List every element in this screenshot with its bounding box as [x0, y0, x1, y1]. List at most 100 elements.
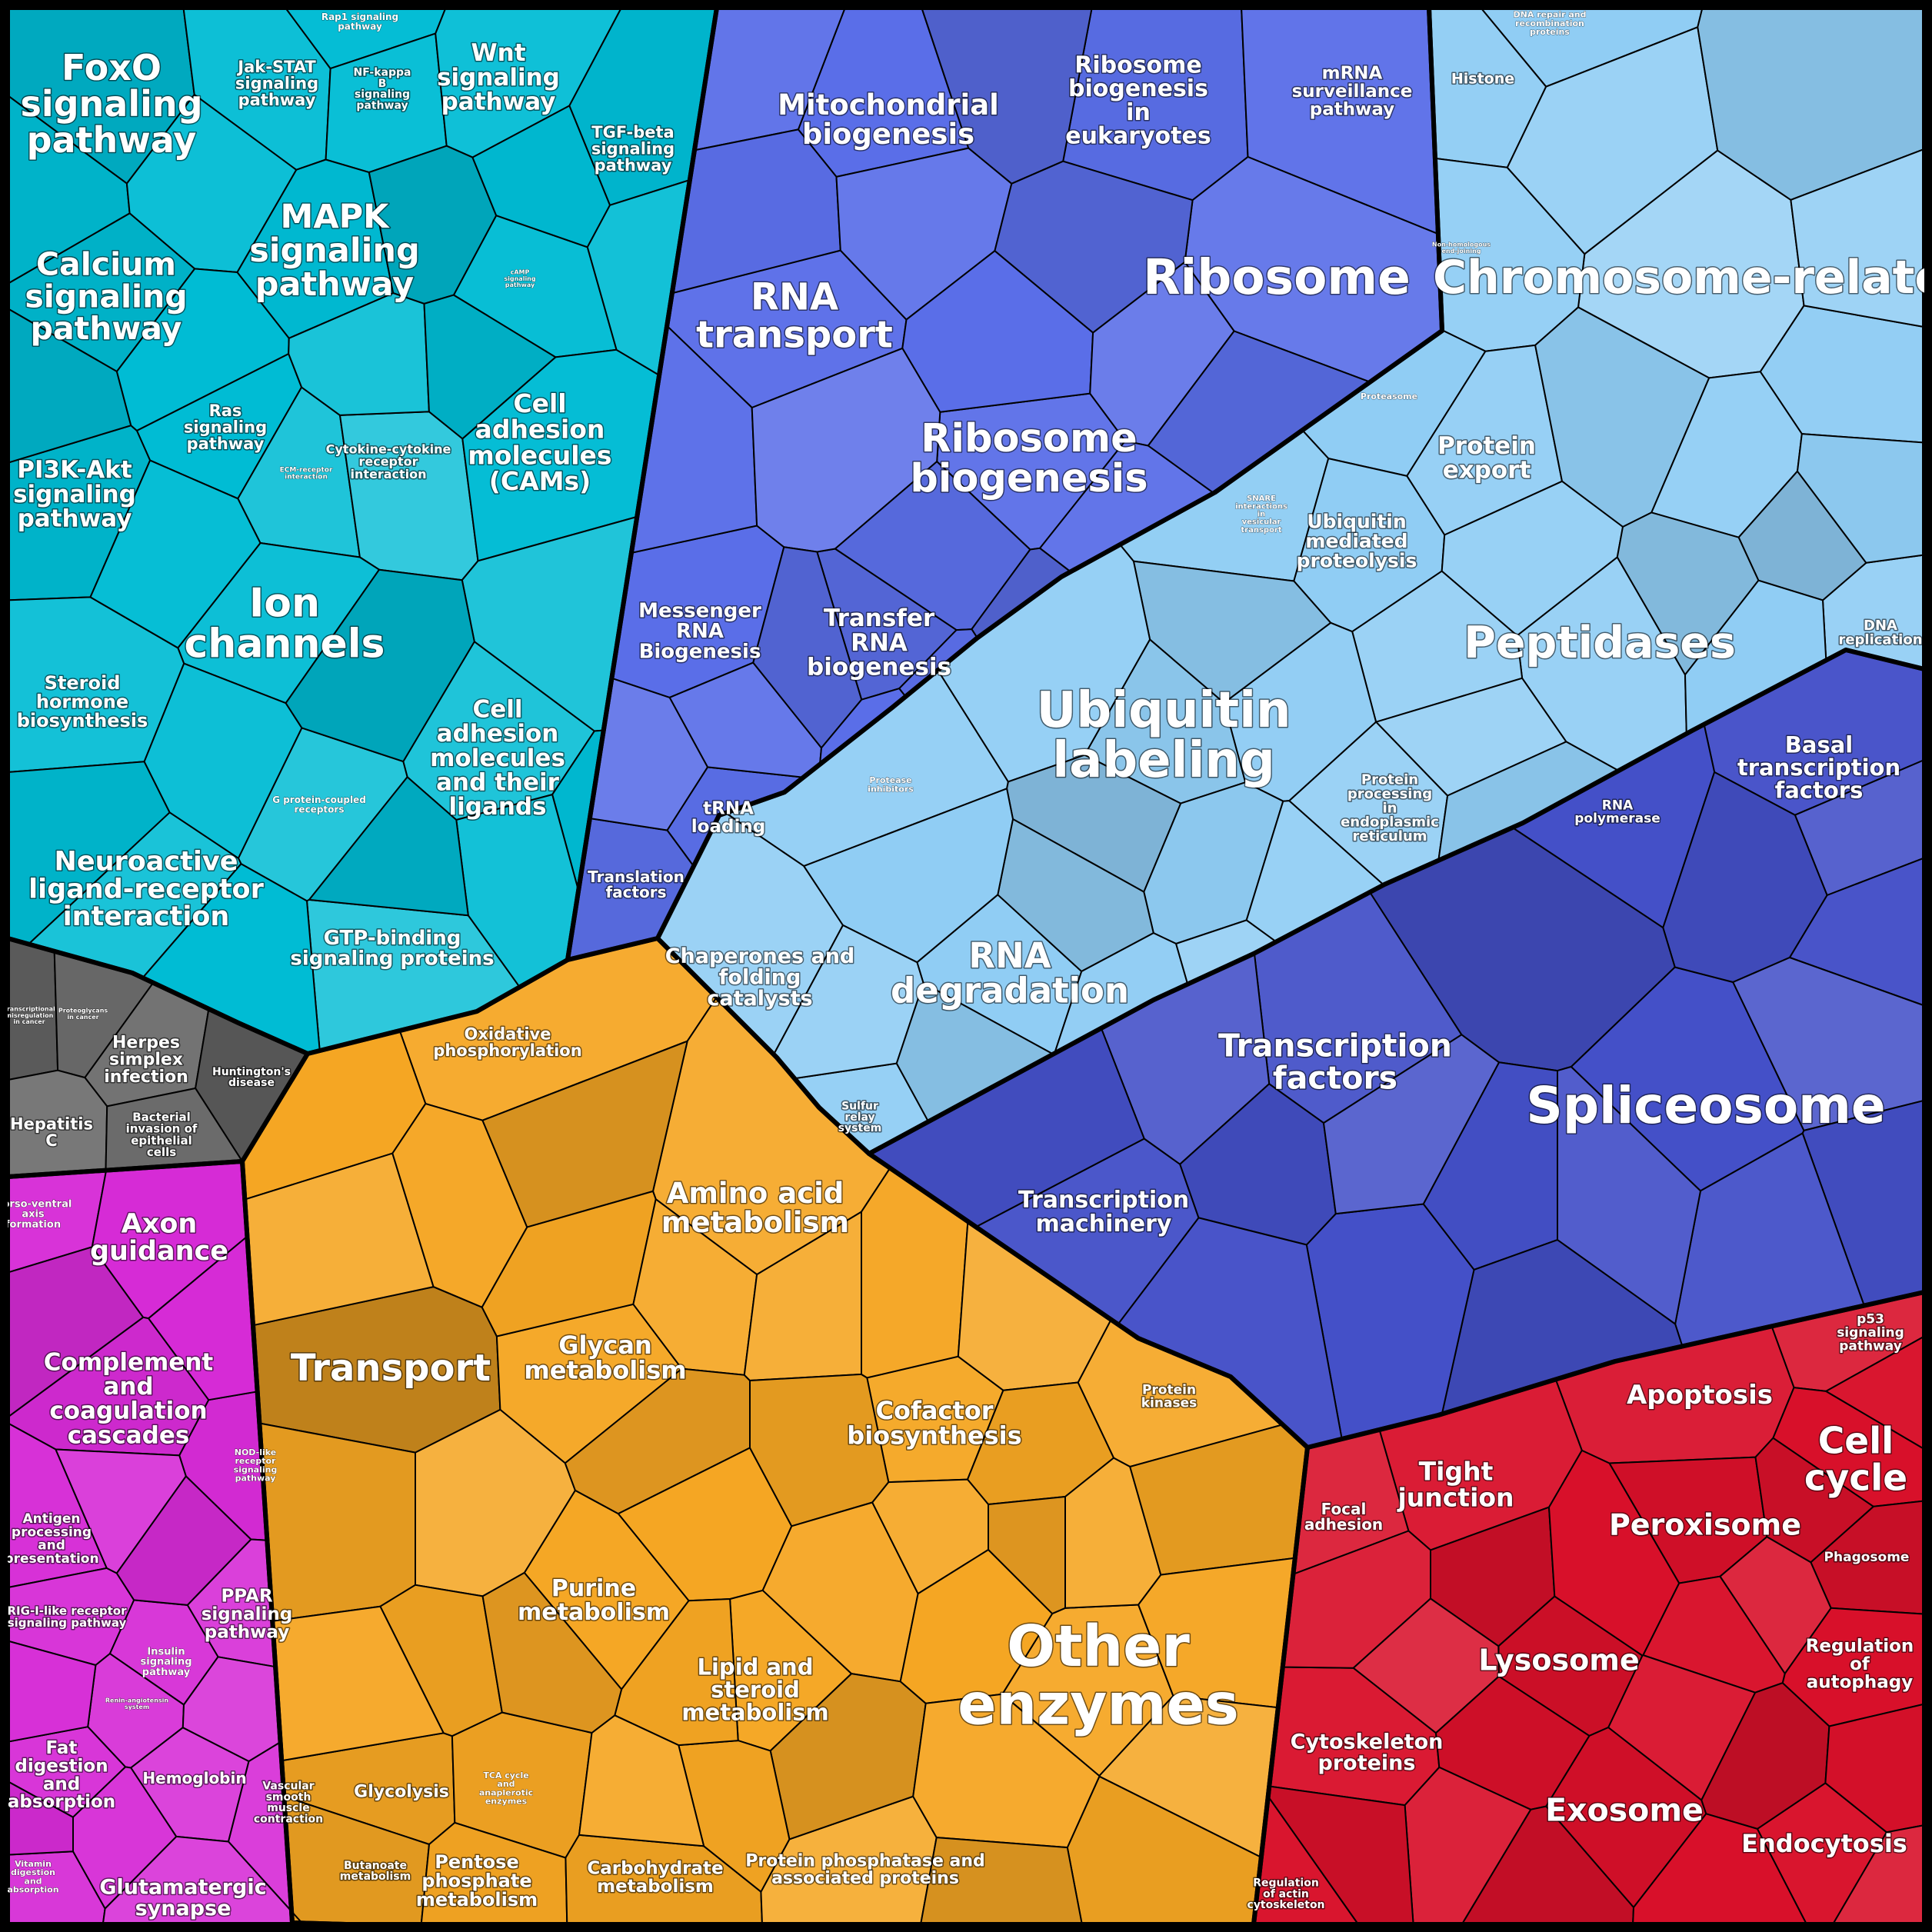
cell-label: TGF-beta signaling pathway	[591, 123, 675, 175]
cell-label: Other enzymes	[958, 1614, 1239, 1737]
cell-label: Messenger RNA Biogenesis	[638, 600, 761, 664]
cell-label: PPAR signaling pathway	[202, 1587, 293, 1643]
cell-label: Rap1 signaling pathway	[321, 12, 398, 32]
cell-label: Hemoglobin	[142, 1769, 246, 1787]
cell-label: GTP-binding signaling proteins	[290, 927, 494, 971]
cell-label: Protein export	[1437, 432, 1536, 485]
filler-cell	[1607, 1654, 1757, 1801]
cell-label: Hepatitis C	[10, 1115, 93, 1151]
cell-label: Regulation of actin cytoskeleton	[1247, 1877, 1324, 1912]
cell-label: tRNA loading	[691, 798, 765, 837]
cell-label: Translation factors	[588, 868, 685, 901]
cell-label: Cell adhesion molecules and their ligands	[430, 696, 565, 821]
cell-label: Calcium signaling pathway	[25, 246, 187, 348]
filler-cell	[285, 568, 475, 763]
cell-label: Jak-STAT signaling pathway	[235, 58, 318, 109]
region-disease	[7, 937, 309, 1178]
cell-label: Regulation of autophagy	[1806, 1637, 1914, 1693]
region-signaling	[7, 7, 718, 1055]
cell-label: Transfer RNA biogenesis	[807, 605, 951, 681]
filler-cell	[578, 1714, 705, 1847]
filler-cell	[1352, 1597, 1500, 1734]
cell-label: cAMP signaling pathway	[504, 269, 536, 288]
cell-label: SNARE interactions in vesicular transport	[1235, 495, 1287, 535]
filler-cell	[54, 1448, 187, 1574]
filler-cell	[308, 775, 469, 917]
cell-label: Pentose phosphate metabolism	[416, 1851, 538, 1910]
cell-label: Complement and coagulation cascades	[44, 1348, 214, 1449]
cell-signaling-12	[338, 411, 479, 581]
cell-label: G protein-coupled receptors	[272, 794, 366, 814]
cell-label: DNA repair and recombination proteins	[1513, 10, 1586, 38]
label-layer: FoxO signaling pathway Jak-STAT signaling pat…	[0, 9, 1932, 1922]
cell-label: Histone	[1451, 71, 1514, 88]
cell-label: Proteoglycans in cancer	[58, 1008, 108, 1021]
cell-label: ECM-receptor interaction	[280, 467, 333, 481]
cell-label: Antigen processing and presentation	[4, 1511, 98, 1567]
cell-label: Tight junction	[1396, 1457, 1514, 1513]
cell-label: Peptidases	[1464, 618, 1736, 668]
cell-label: Dorso-ventral axis formation	[0, 1198, 72, 1231]
cell-label: TCA cycle and anaplerotic enzymes	[479, 1770, 533, 1807]
cell-label: Cytoskeleton proteins	[1291, 1730, 1444, 1776]
filler-cell	[258, 1422, 416, 1622]
cell-label: Chaperones and folding catalysts	[665, 944, 855, 1011]
cell-label: Ubiquitin mediated proteolysis	[1297, 510, 1417, 571]
cell-label: RNA degradation	[891, 935, 1129, 1011]
filler-cell	[72, 1766, 178, 1910]
cell-label: Wnt signaling pathway	[437, 39, 560, 115]
cell-label: Chromosome-related	[1433, 251, 1932, 305]
cell-label: MAPK signaling pathway	[249, 198, 420, 304]
cell-label: Purine metabolism	[518, 1575, 670, 1626]
filler-cell	[912, 1693, 1101, 1849]
cell-label: Transcription machinery	[1018, 1187, 1189, 1237]
region-organismal	[7, 1160, 347, 1925]
cell-label: Herpes simplex infection	[104, 1033, 188, 1087]
cell-label: Ribosome	[1143, 249, 1411, 305]
cell-label: Huntington's disease	[212, 1066, 291, 1089]
cell-label: Peroxisome	[1609, 1507, 1801, 1541]
filler-cell	[89, 459, 261, 649]
cell-label: Spliceosome	[1526, 1076, 1885, 1135]
cell-label: Endocytosis	[1741, 1829, 1907, 1858]
cell-label: Glycan metabolism	[524, 1331, 686, 1385]
cell-label: Renin-angiotensin system	[105, 1697, 169, 1710]
cell-label: Vitamin digestion and absorption	[7, 1859, 58, 1895]
cell-label: Protein processing in endoplasmic reticulum	[1341, 772, 1439, 844]
cell-label: Ubiquitin labeling	[1036, 682, 1291, 789]
cell-label: Fat digestion and absorption	[8, 1738, 115, 1812]
cell-label: Insulin signaling pathway	[141, 1646, 192, 1678]
region-rna	[566, 7, 1444, 961]
cell-label: Protein phosphatase and associated protei…	[745, 1852, 985, 1888]
cell-layer	[7, 7, 1925, 1925]
cell-label: Ribosome biogenesis in eukaryotes	[1065, 52, 1211, 150]
filler-cell	[115, 1474, 252, 1606]
cell-label: Glutamatergic synapse	[99, 1876, 266, 1921]
region-chromosome	[656, 7, 1925, 1155]
cell-label: Basal transcription factors	[1737, 732, 1900, 804]
cell-label: Sulfur relay system	[838, 1101, 882, 1135]
cell-label: Transcription factors	[1218, 1027, 1452, 1096]
region-transcription	[868, 648, 1925, 1449]
filler-cell	[1322, 1034, 1501, 1215]
cell-label: Lysosome	[1478, 1643, 1639, 1677]
cell-label: Mitochondrial biogenesis	[778, 88, 999, 151]
cell-label: Exosome	[1545, 1791, 1704, 1828]
cell-label: mRNA surveillance pathway	[1292, 64, 1413, 120]
filler-cell	[988, 1495, 1066, 1615]
cell-label: Transcriptional misregulation in cancer	[3, 1006, 55, 1025]
cell-label: Cytokine-cytokine receptor interaction	[326, 441, 451, 481]
cell-label: Bacterial invasion of epithelial cells	[126, 1110, 198, 1159]
filler-cell	[1700, 1682, 1830, 1830]
cell-label: Steroid hormone biosynthesis	[17, 672, 148, 731]
cell-label: Protein kinases	[1141, 1382, 1197, 1411]
cell-label: Axon guidance	[90, 1208, 228, 1267]
cell-label: Cell cycle	[1804, 1421, 1907, 1500]
cell-label: p53 signaling pathway	[1837, 1312, 1904, 1354]
cell-label: Carbohydrate metabolism	[587, 1858, 723, 1897]
cell-label: Oxidative phosphorylation	[433, 1025, 581, 1061]
cell-label: Amino acid metabolism	[661, 1177, 849, 1239]
cell-label: RNA polymerase	[1574, 798, 1661, 826]
